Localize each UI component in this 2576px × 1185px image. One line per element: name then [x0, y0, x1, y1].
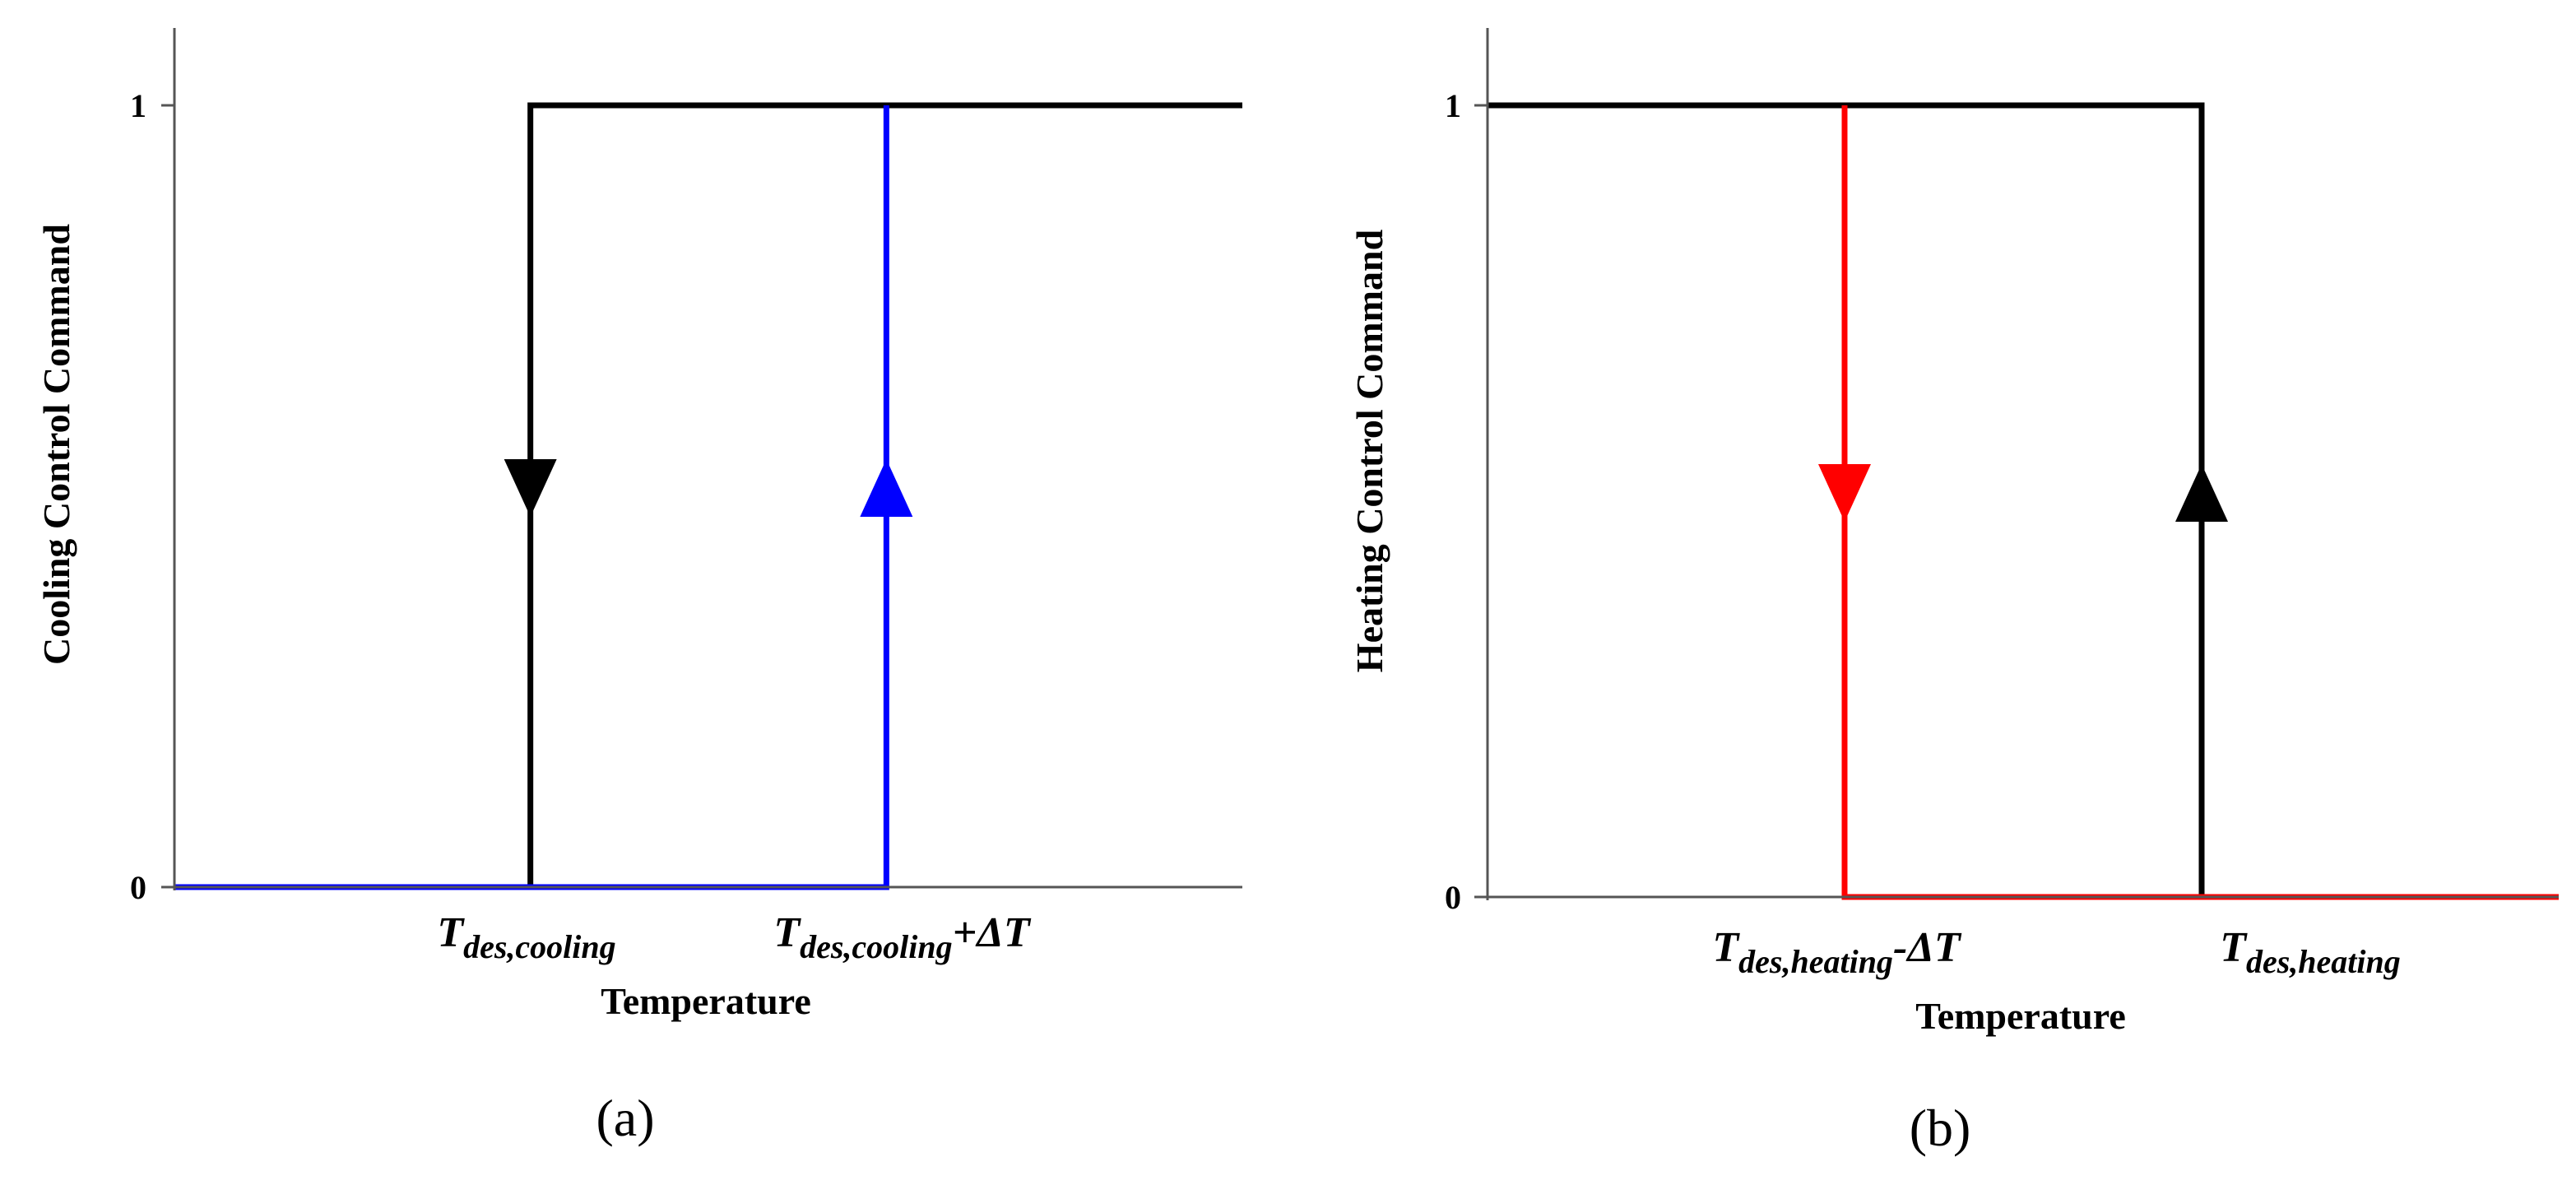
panel-a-label: (a)	[596, 1089, 654, 1147]
panel-b-ytick-label-1: 1	[1445, 87, 1461, 124]
panel-a-y-axis-title: Cooling Control Command	[35, 224, 77, 665]
panel-a-cooling: 1 0 Cooling Control Command Tdes,cooling…	[35, 28, 1242, 1147]
panel-a-arrow-up-turn-on-path	[860, 459, 913, 517]
panel-b-series-turn-on-path	[1488, 102, 2205, 897]
panel-b-ytick-label-0: 0	[1445, 879, 1461, 916]
panel-b-xtick-label-2: Tdes,heating	[2220, 924, 2401, 980]
panel-a-arrow-down-turn-off-path	[504, 459, 557, 517]
panel-b-label: (b)	[1910, 1099, 1971, 1157]
panel-a-xtick-label-2: Tdes,cooling+ΔT	[773, 909, 1032, 965]
panel-b-arrow-up-turn-on-path	[2175, 464, 2228, 522]
panel-b-heating: 1 0 Heating Control Command Tdes,heating…	[1348, 28, 2559, 1157]
panel-a-ytick-label-1: 1	[130, 87, 146, 124]
panel-b-xtick-label-1: Tdes,heating-ΔT	[1712, 924, 1961, 980]
panel-a-series-turn-off-path	[527, 102, 1242, 887]
panel-a-x-axis-title: Temperature	[601, 980, 811, 1022]
panel-a-xtick-label-1: Tdes,cooling	[437, 909, 615, 965]
panel-b-arrow-down-turn-off-path	[1818, 464, 1871, 522]
panel-a-ytick-label-0: 0	[130, 869, 146, 906]
panel-b-y-axis-title: Heating Control Command	[1348, 229, 1390, 672]
panel-a-marks	[174, 102, 1242, 890]
panel-b-marks	[1488, 102, 2559, 900]
panel-b-x-axis-title: Temperature	[1915, 995, 2126, 1037]
